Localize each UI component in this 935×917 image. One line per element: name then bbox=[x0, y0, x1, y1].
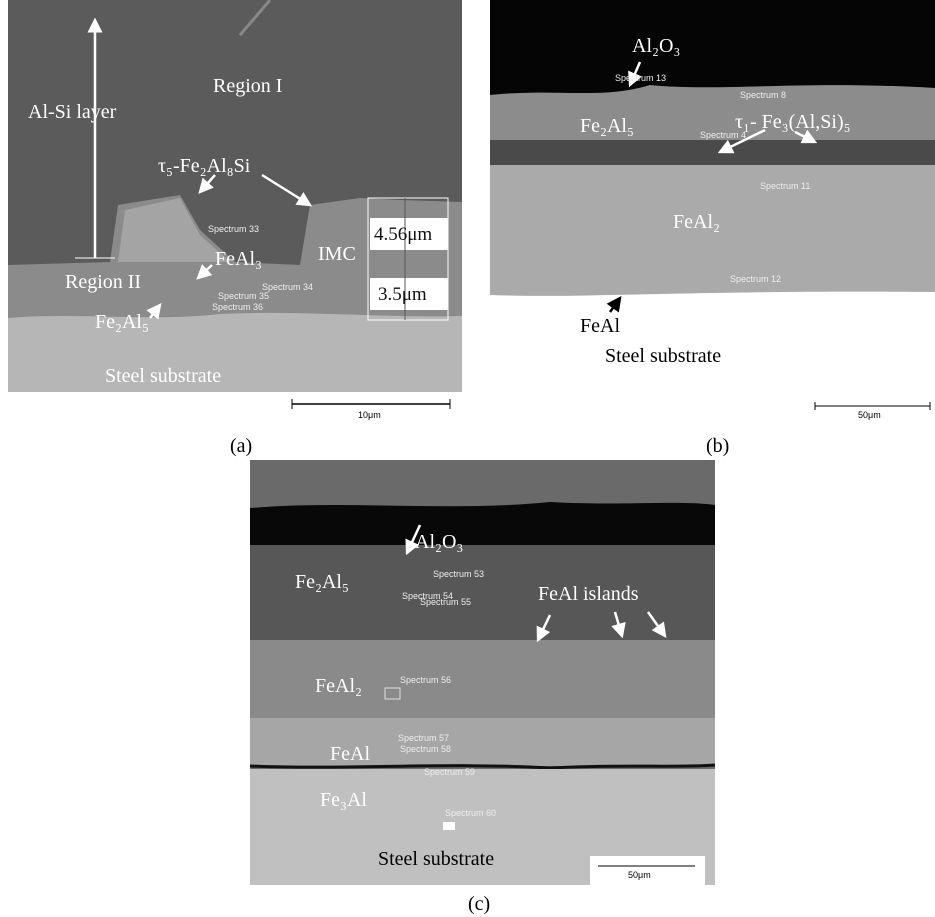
spectrum-label: Spectrum 55 bbox=[420, 597, 471, 607]
panel-a: Region I Al-Si layer τ₅-Fe₂Al₈Si FeAl₃ I… bbox=[8, 0, 462, 425]
annotation: Steel substrate bbox=[378, 848, 494, 870]
panel-label: (c) bbox=[468, 893, 490, 915]
spectrum-label: Spectrum 12 bbox=[730, 274, 781, 284]
spectrum-label: Spectrum 58 bbox=[400, 744, 451, 754]
annotation: Fe₂Al₅ bbox=[295, 571, 349, 593]
annotation: Al₂O₃ bbox=[632, 35, 680, 57]
spectrum-label: Spectrum 35 bbox=[218, 291, 269, 301]
annotation: Fe₃Al bbox=[320, 789, 367, 811]
annotation: Fe₂Al₅ bbox=[95, 311, 149, 333]
annotation: Fe₂Al₅ bbox=[580, 115, 634, 137]
scale-bar-label: 50μm bbox=[858, 410, 881, 420]
spectrum-label: Spectrum 53 bbox=[433, 569, 484, 579]
figure: Region I Al-Si layer τ₅-Fe₂Al₈Si FeAl₃ I… bbox=[0, 0, 935, 917]
measurement: 3.5μm bbox=[378, 284, 427, 305]
spectrum-label: Spectrum 57 bbox=[398, 733, 449, 743]
scale-bar-label: 10μm bbox=[358, 410, 381, 420]
annotation: FeAl islands bbox=[538, 583, 639, 605]
spectrum-label: Spectrum 4 bbox=[700, 130, 746, 140]
spectrum-label: Spectrum 59 bbox=[424, 767, 475, 777]
annotation: τ₅-Fe₂Al₈Si bbox=[158, 155, 251, 177]
measurement: 4.56μm bbox=[374, 224, 432, 245]
annotation: IMC bbox=[318, 243, 356, 265]
spectrum-label: Spectrum 8 bbox=[740, 90, 786, 100]
spectrum-label: Spectrum 56 bbox=[400, 675, 451, 685]
annotation: FeAl bbox=[330, 743, 370, 765]
annotation: Region II bbox=[65, 271, 141, 293]
spectrum-label: Spectrum 36 bbox=[212, 302, 263, 312]
panel-label: (a) bbox=[230, 435, 252, 457]
annotation: FeAl₂ bbox=[315, 675, 362, 697]
panel-b: Al₂O₃ Fe₂Al₅ τ₁- Fe₃(Al,Si)₅ FeAl₂ FeAl … bbox=[490, 0, 935, 425]
spectrum-label: Spectrum 11 bbox=[760, 181, 810, 191]
annotation: Steel substrate bbox=[605, 345, 721, 367]
annotation: Al-Si layer bbox=[28, 101, 117, 123]
panel-c: Al₂O₃ Fe₂Al₅ FeAl islands FeAl₂ FeAl Fe₃… bbox=[250, 460, 715, 885]
annotation: Region I bbox=[213, 75, 282, 97]
annotation: Al₂O₃ bbox=[415, 531, 463, 553]
annotation: FeAl₂ bbox=[673, 211, 720, 233]
spectrum-label: Spectrum 34 bbox=[262, 282, 313, 292]
spectrum-label: Spectrum 33 bbox=[208, 224, 259, 234]
annotation: FeAl bbox=[580, 315, 620, 337]
annotation: Steel substrate bbox=[105, 365, 221, 387]
panel-label: (b) bbox=[706, 435, 729, 457]
spectrum-label: Spectrum 13 bbox=[615, 73, 666, 83]
spectrum-label: Spectrum 60 bbox=[445, 808, 496, 818]
annotation: FeAl₃ bbox=[215, 248, 262, 270]
scale-bar-label: 50μm bbox=[628, 870, 651, 880]
annotation: τ₁- Fe₃(Al,Si)₅ bbox=[735, 111, 851, 133]
